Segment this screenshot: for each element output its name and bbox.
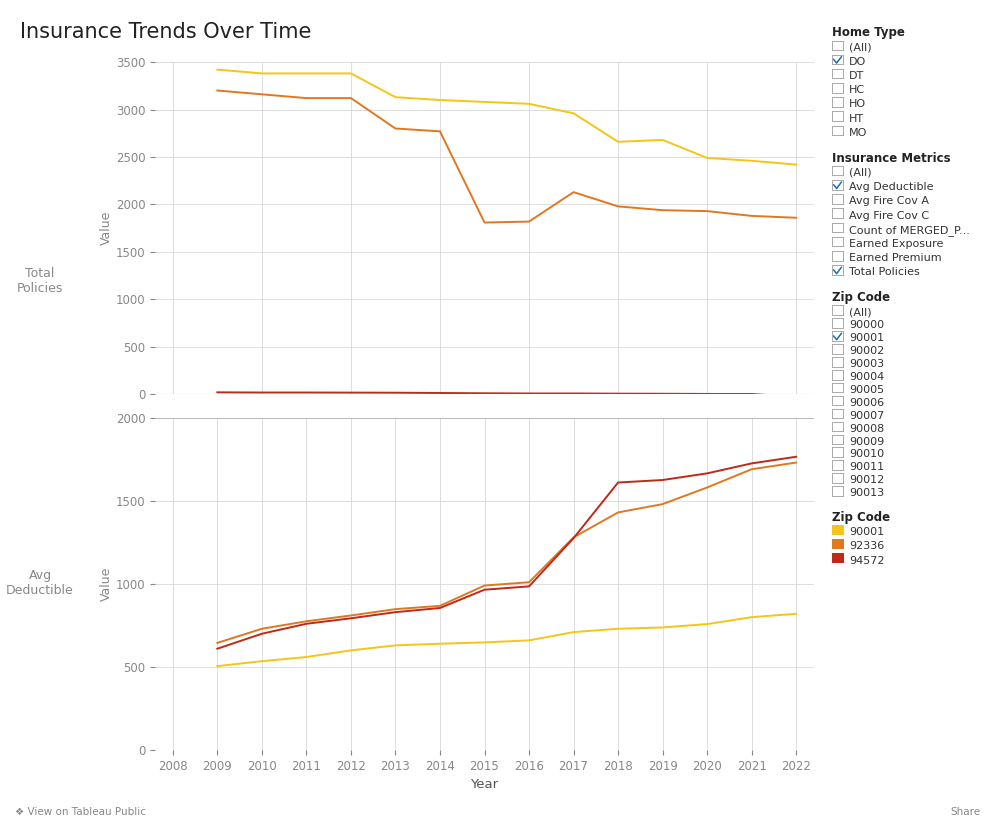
Text: HT: HT — [849, 113, 864, 123]
Text: 90009: 90009 — [849, 437, 884, 447]
Text: Zip Code: Zip Code — [832, 511, 890, 524]
X-axis label: Year: Year — [470, 778, 499, 791]
Text: 94572: 94572 — [849, 556, 885, 566]
Text: Earned Premium: Earned Premium — [849, 253, 942, 263]
Text: (All): (All) — [849, 168, 872, 178]
Text: 92336: 92336 — [849, 542, 884, 552]
Text: Avg
Deductible: Avg Deductible — [6, 569, 74, 597]
Text: 90003: 90003 — [849, 359, 884, 369]
Text: DT: DT — [849, 71, 864, 81]
Text: Insurance Trends Over Time: Insurance Trends Over Time — [20, 22, 311, 42]
Text: Home Type: Home Type — [832, 26, 905, 40]
Y-axis label: Value: Value — [100, 566, 113, 601]
Text: HC: HC — [849, 85, 865, 95]
Text: Total
Policies: Total Policies — [17, 267, 63, 295]
Text: Total Policies: Total Policies — [849, 267, 920, 277]
Text: MO: MO — [849, 127, 867, 138]
Text: 90001: 90001 — [849, 333, 884, 343]
Text: 90004: 90004 — [849, 372, 884, 382]
Text: 90005: 90005 — [849, 385, 884, 395]
Text: 90000: 90000 — [849, 320, 884, 331]
Text: Avg Fire Cov C: Avg Fire Cov C — [849, 211, 929, 221]
Text: 90006: 90006 — [849, 398, 884, 408]
Text: Zip Code: Zip Code — [832, 291, 890, 304]
Text: 90013: 90013 — [849, 488, 884, 498]
Text: 90002: 90002 — [849, 347, 884, 356]
Text: DO: DO — [849, 57, 866, 67]
Text: Count of MERGED_P...: Count of MERGED_P... — [849, 225, 970, 236]
Text: Insurance Metrics: Insurance Metrics — [832, 152, 951, 165]
Text: (All): (All) — [849, 308, 872, 318]
Text: HO: HO — [849, 99, 866, 109]
Text: Earned Exposure: Earned Exposure — [849, 239, 943, 249]
Y-axis label: Value: Value — [100, 211, 113, 246]
Text: 90011: 90011 — [849, 462, 884, 472]
Text: Avg Fire Cov A: Avg Fire Cov A — [849, 196, 929, 207]
Text: 90007: 90007 — [849, 411, 884, 421]
Text: (All): (All) — [849, 43, 872, 53]
Text: 90010: 90010 — [849, 449, 884, 460]
Text: Avg Deductible: Avg Deductible — [849, 182, 934, 192]
Text: 90008: 90008 — [849, 423, 884, 433]
Text: Share: Share — [950, 807, 980, 817]
Text: 90012: 90012 — [849, 476, 884, 485]
Text: 90001: 90001 — [849, 527, 884, 537]
Text: ❖ View on Tableau Public: ❖ View on Tableau Public — [15, 807, 146, 817]
